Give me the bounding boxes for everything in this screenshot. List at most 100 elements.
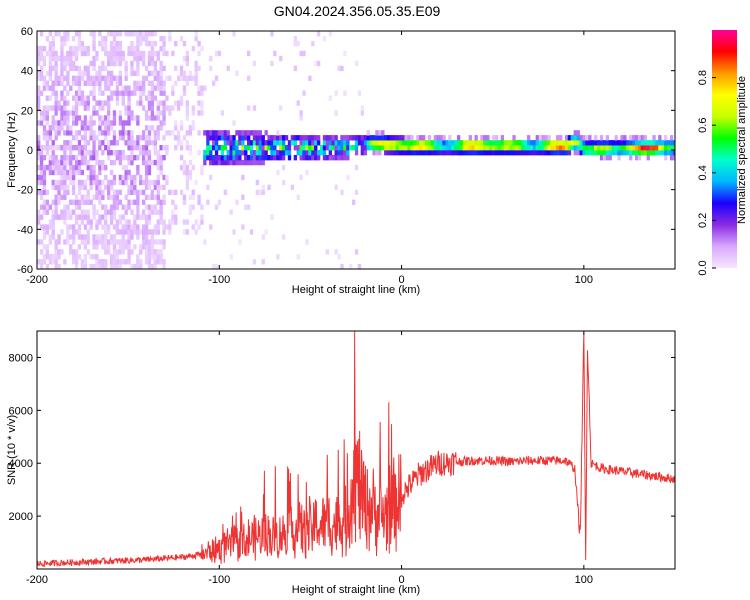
- heatmap-cell: [384, 150, 388, 156]
- heatmap-cell: [124, 194, 128, 200]
- heatmap-cell: [334, 145, 338, 151]
- heatmap-cell: [153, 204, 158, 210]
- heatmap-cell: [535, 140, 540, 146]
- heatmap-cell: [86, 45, 90, 52]
- heatmap-cell: [226, 159, 230, 166]
- heatmap-cell: [273, 140, 277, 146]
- heatmap-cell: [115, 80, 120, 86]
- heatmap-cell: [325, 135, 330, 141]
- heatmap-cell: [115, 204, 120, 210]
- heatmap-cell: [92, 204, 96, 210]
- heatmap-cell: [92, 244, 96, 250]
- heatmap-cell: [92, 194, 96, 200]
- heatmap-cell: [646, 140, 650, 146]
- heatmap-cell: [451, 150, 455, 156]
- heatmap-cell: [37, 259, 41, 265]
- heatmap-cell: [95, 155, 99, 161]
- heatmap-cell: [357, 140, 362, 146]
- heatmap-cell: [98, 194, 102, 200]
- heatmap-cell: [410, 140, 414, 146]
- heatmap-cell: [124, 75, 128, 81]
- heatmap-cell: [150, 159, 155, 166]
- heatmap-cell: [118, 219, 123, 225]
- heatmap-cell: [51, 45, 55, 52]
- heatmap-cell: [261, 159, 265, 166]
- heatmap-cell: [238, 130, 242, 136]
- heatmap-cell: [95, 264, 99, 269]
- heatmap-cell: [293, 140, 298, 146]
- heatmap-cell: [317, 60, 321, 67]
- heatmap-cell: [83, 184, 88, 191]
- heatmap-cell: [74, 65, 79, 72]
- heatmap-cell: [325, 140, 330, 146]
- heatmap-cell: [381, 135, 385, 141]
- heatmap-cell: [109, 55, 114, 62]
- heatmap-cell: [95, 189, 99, 196]
- heatmap-cell: [241, 224, 245, 230]
- heatmap-cell: [104, 50, 108, 57]
- heatmap-cell: [422, 135, 426, 141]
- heatmap-cell: [179, 65, 184, 72]
- heatmap-cell: [194, 36, 198, 42]
- x-tick-label: 0: [399, 574, 405, 586]
- heatmap-cell: [51, 254, 55, 260]
- heatmap-cell: [576, 145, 580, 151]
- heatmap-cell: [66, 155, 70, 161]
- heatmap-cell: [168, 110, 172, 116]
- heatmap-cell: [77, 214, 82, 220]
- heatmap-cell: [63, 36, 67, 42]
- heatmap-cell: [229, 254, 233, 260]
- heatmap-cell: [104, 145, 108, 151]
- heatmap-cell: [497, 150, 502, 156]
- heatmap-cell: [118, 174, 123, 181]
- heatmap-cell: [372, 145, 376, 151]
- heatmap-cell: [77, 70, 82, 77]
- heatmap-cell: [66, 70, 70, 77]
- heatmap-cell: [63, 110, 67, 116]
- heatmap-cell: [255, 145, 260, 151]
- heatmap-cell: [162, 145, 166, 151]
- heatmap-cell: [101, 100, 105, 106]
- heatmap-cell: [45, 204, 50, 210]
- heatmap-cell: [436, 145, 440, 151]
- heatmap-cell: [276, 150, 280, 156]
- heatmap-cell: [80, 259, 85, 265]
- heatmap-cell: [611, 150, 615, 156]
- heatmap-cell: [115, 264, 120, 269]
- heatmap-cell: [480, 145, 484, 151]
- heatmap-cell: [86, 219, 90, 225]
- heatmap-cell: [107, 239, 111, 245]
- heatmap-cell: [194, 219, 198, 225]
- heatmap-cell: [92, 55, 96, 62]
- heatmap-cell: [39, 55, 44, 62]
- heatmap-cell: [410, 145, 414, 151]
- heatmap-cell: [150, 140, 155, 146]
- heatmap-cell: [121, 90, 125, 96]
- heatmap-cell: [57, 184, 61, 191]
- heatmap-cell: [226, 140, 230, 146]
- heatmap-cell: [42, 105, 47, 111]
- heatmap-cell: [185, 50, 190, 57]
- heatmap-cell: [95, 70, 99, 77]
- heatmap-cell: [174, 214, 178, 220]
- heatmap-cell: [39, 189, 44, 196]
- heatmap-cell: [104, 229, 108, 235]
- heatmap-cell: [308, 150, 312, 156]
- heatmap-cell: [136, 209, 140, 215]
- heatmap-cell: [343, 145, 347, 151]
- heatmap-cell: [72, 36, 76, 42]
- heatmap-cell: [439, 150, 443, 156]
- heatmap-cell: [142, 179, 146, 186]
- heatmap-cell: [48, 239, 53, 245]
- heatmap-cell: [267, 155, 271, 161]
- heatmap-cell: [101, 224, 105, 230]
- heatmap-cell: [66, 234, 70, 240]
- heatmap-cell: [63, 239, 67, 245]
- heatmap-cell: [69, 159, 73, 166]
- heatmap-cell: [147, 259, 152, 265]
- heatmap-cell: [521, 150, 525, 156]
- heatmap-cell: [200, 169, 204, 176]
- heatmap-cell: [547, 150, 551, 156]
- heatmap-cell: [559, 145, 563, 151]
- heatmap-cell: [664, 155, 668, 161]
